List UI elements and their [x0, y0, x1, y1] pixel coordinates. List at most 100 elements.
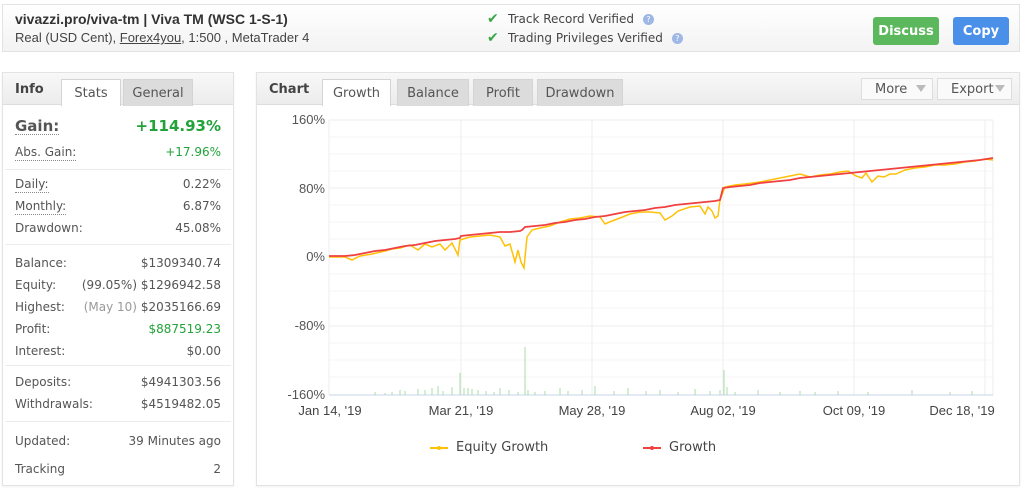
monthly-value: 6.87% — [182, 199, 221, 213]
gain-row: Gain: +114.93% — [15, 115, 221, 141]
withdrawals-label: Withdrawals: — [15, 397, 93, 411]
abs-gain-value: +17.96% — [165, 145, 221, 159]
daily-value: 0.22% — [182, 177, 221, 191]
chart-heading: Chart — [269, 82, 310, 97]
highest-row: Highest: (May 10) $2035166.69 — [15, 296, 221, 318]
volume-bars — [374, 347, 973, 395]
tracking-row: Tracking 2 — [15, 455, 221, 483]
drawdown-value: 45.08% — [175, 221, 221, 235]
updated-value: 39 Minutes ago — [128, 434, 221, 448]
x-tick-label: May 28, '19 — [558, 403, 626, 418]
gain-value: +114.93% — [135, 117, 221, 135]
gain-section: Gain: +114.93% Abs. Gain: +17.96% — [15, 115, 221, 163]
balance-section: Balance: $1309340.74 Equity: (99.05%) $1… — [15, 252, 221, 362]
tab-drawdown[interactable]: Drawdown — [537, 79, 623, 106]
equity-growth-line — [329, 158, 994, 271]
copy-button[interactable]: Copy — [953, 17, 1009, 45]
chart-tabbar: Chart Growth Balance Profit Drawdown Mor… — [257, 73, 1019, 106]
track-record-verified: ✔ Track Record Verified ? — [487, 11, 654, 27]
info-icon[interactable]: ? — [642, 13, 654, 25]
abs-gain-label[interactable]: Abs. Gain: — [15, 145, 77, 161]
info-heading: Info — [15, 82, 44, 97]
deposits-section: Deposits: $4941303.56 Withdrawals: $4519… — [15, 371, 221, 415]
tab-general[interactable]: General — [123, 79, 193, 106]
x-tick-label: Oct 09, '19 — [822, 403, 886, 418]
legend-label: Equity Growth — [456, 440, 549, 455]
highest-label: Highest: — [15, 300, 65, 314]
equity-growth-swatch-icon — [430, 445, 448, 450]
profit-row: Profit: $887519.23 — [15, 318, 221, 340]
verification-label: Track Record Verified — [508, 12, 634, 26]
highest-date: (May 10) — [83, 300, 137, 314]
divider — [5, 169, 231, 170]
verification-label: Trading Privileges Verified — [508, 31, 663, 45]
rates-section: Daily: 0.22% Monthly: 6.87% Drawdown: 45… — [15, 173, 221, 239]
check-icon: ✔ — [487, 30, 499, 46]
trading-privileges-verified: ✔ Trading Privileges Verified ? — [487, 30, 683, 46]
highest-value: $2035166.69 — [140, 300, 221, 314]
equity-value: $1296942.58 — [140, 278, 221, 292]
tracking-section: Updated: 39 Minutes ago Tracking 2 — [15, 427, 221, 483]
broker-link[interactable]: Forex4you — [119, 30, 182, 45]
legend-growth[interactable]: Growth — [643, 440, 716, 455]
chevron-down-icon — [995, 85, 1005, 92]
growth-line — [329, 157, 994, 257]
check-icon: ✔ — [487, 11, 499, 27]
divider — [5, 421, 231, 422]
more-dropdown[interactable]: More — [861, 78, 933, 100]
y-tick-label: -80% — [294, 318, 325, 333]
drawdown-label: Drawdown: — [15, 221, 83, 235]
drawdown-row: Drawdown: 45.08% — [15, 217, 221, 239]
y-tick-label: 0% — [306, 249, 325, 264]
daily-label[interactable]: Daily: — [15, 177, 49, 193]
y-tick-label: 160% — [291, 112, 325, 127]
balance-value: $1309340.74 — [140, 256, 221, 270]
tab-profit[interactable]: Profit — [473, 79, 533, 106]
abs-gain-row: Abs. Gain: +17.96% — [15, 141, 221, 163]
export-dropdown[interactable]: Export — [937, 78, 1012, 100]
interest-row: Interest: $0.00 — [15, 340, 221, 362]
divider — [5, 365, 231, 366]
account-subtitle: Real (USD Cent), Forex4you, 1:500 , Meta… — [15, 30, 309, 45]
x-tick-label: Aug 02, '19 — [690, 403, 756, 418]
profit-label: Profit: — [15, 322, 51, 336]
profit-value: $887519.23 — [148, 322, 221, 336]
gain-label[interactable]: Gain: — [15, 117, 60, 135]
withdrawals-value: $4519482.05 — [140, 397, 221, 411]
x-tick-label: Jan 14, '19 — [298, 403, 362, 418]
y-tick-label: -160% — [287, 387, 325, 402]
info-tabbar: Info Stats General — [3, 73, 233, 106]
export-label: Export — [951, 81, 994, 97]
more-label: More — [875, 81, 908, 97]
equity-percent: (99.05%) — [81, 278, 137, 292]
chart-grid — [328, 119, 994, 395]
info-icon[interactable]: ? — [671, 32, 683, 44]
account-header: vivazzi.pro/viva-tm | Viva TM (WSC 1-S-1… — [2, 4, 1020, 52]
x-tick-label: Dec 18, '19 — [929, 403, 995, 418]
info-panel: Info Stats General Gain: +114.93% Abs. G… — [2, 72, 234, 486]
deposits-row: Deposits: $4941303.56 — [15, 371, 221, 393]
deposits-value: $4941303.56 — [140, 375, 221, 389]
account-type: Real (USD Cent), — [15, 30, 120, 45]
divider — [5, 244, 231, 245]
tracking-value: 2 — [213, 462, 221, 476]
tab-stats[interactable]: Stats — [61, 79, 121, 106]
monthly-label[interactable]: Monthly: — [15, 199, 67, 215]
equity-label: Equity: — [15, 278, 57, 292]
y-tick-label: 80% — [298, 181, 325, 196]
discuss-button[interactable]: Discuss — [873, 17, 939, 45]
tab-growth[interactable]: Growth — [322, 79, 391, 106]
interest-label: Interest: — [15, 344, 66, 358]
growth-swatch-icon — [643, 445, 661, 450]
chart-panel: Chart Growth Balance Profit Drawdown Mor… — [256, 72, 1020, 486]
updated-label: Updated: — [15, 434, 71, 448]
tab-balance[interactable]: Balance — [397, 79, 469, 106]
x-tick-label: Mar 21, '19 — [428, 403, 494, 418]
account-title: vivazzi.pro/viva-tm | Viva TM (WSC 1-S-1… — [15, 11, 288, 27]
legend-equity-growth[interactable]: Equity Growth — [430, 440, 548, 455]
daily-row: Daily: 0.22% — [15, 173, 221, 195]
chevron-down-icon — [916, 85, 926, 92]
balance-label: Balance: — [15, 256, 67, 270]
tracking-label: Tracking — [15, 462, 65, 476]
